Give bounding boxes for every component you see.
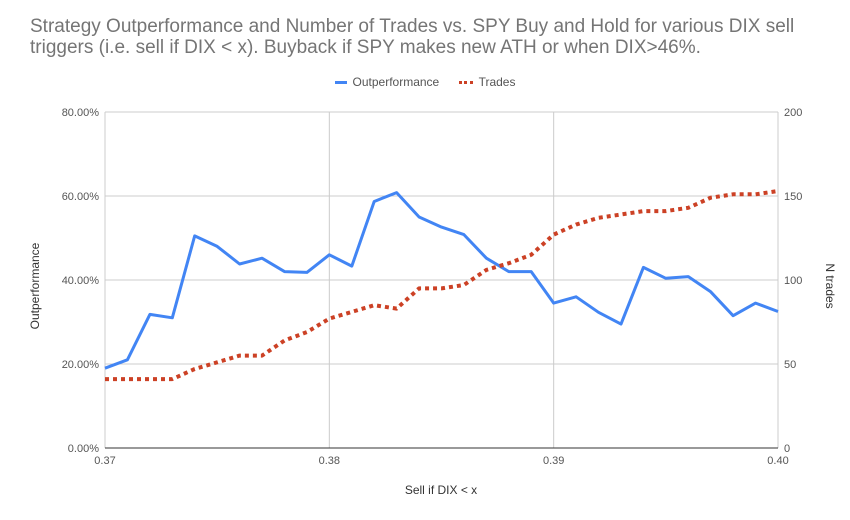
series-line-trades (105, 189, 779, 382)
y-left-tick-label: 20.00% (62, 359, 100, 371)
y-right-tick-label: 200 (784, 107, 802, 119)
y-left-tick-label: 0.00% (68, 443, 99, 455)
legend-item-outperformance[interactable]: Outperformance (334, 75, 440, 89)
legend-swatch-outperformance (334, 81, 347, 85)
y-right-tick-label: 100 (784, 275, 802, 287)
x-tick-label: 0.38 (319, 455, 340, 467)
y-left-tick-label: 40.00% (62, 275, 100, 287)
legend-item-trades[interactable]: Trades (458, 75, 516, 89)
label-layer: Sell if DIX < x Outperformance N trades (28, 242, 837, 497)
grid-layer (104, 111, 779, 448)
series-layer (104, 189, 779, 382)
x-tick-label: 0.39 (543, 455, 564, 467)
legend: Outperformance Trades (0, 75, 850, 89)
legend-label-trades: Trades (478, 75, 516, 89)
legend-swatch-trades (458, 81, 473, 85)
x-tick-label: 0.40 (767, 455, 788, 467)
series-line-outperformance (104, 191, 779, 370)
y-left-tick-label: 80.00% (62, 107, 100, 119)
x-tick-label: 0.37 (94, 455, 115, 467)
y-axis-left-title: Outperformance (28, 242, 42, 329)
y-right-tick-label: 150 (784, 191, 802, 203)
x-axis-title: Sell if DIX < x (405, 483, 477, 497)
y-right-tick-label: 0 (784, 443, 790, 455)
y-left-tick-label: 60.00% (62, 191, 100, 203)
y-right-tick-label: 50 (784, 359, 796, 371)
y-axis-right-title: N trades (823, 263, 837, 308)
axis-layer: 0.00% 20.00% 40.00% 60.00% 80.00% 0 50 100 150 20… (62, 107, 803, 467)
chart-title: Strategy Outperformance and Number of Tr… (30, 16, 795, 58)
legend-label-outperformance: Outperformance (352, 75, 440, 89)
